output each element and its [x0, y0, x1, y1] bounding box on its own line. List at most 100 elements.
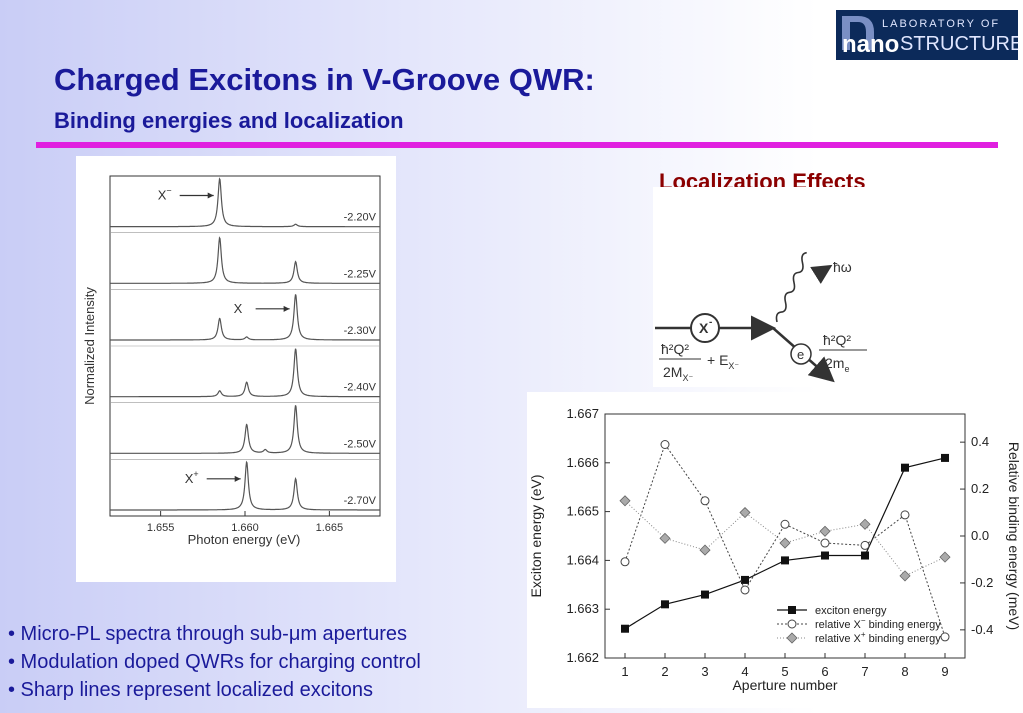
- legend-label: exciton energy: [815, 605, 887, 617]
- series-line: [624, 443, 946, 638]
- peak-label: X+: [185, 469, 199, 486]
- marker-diamond: [659, 532, 671, 544]
- marker-circle: [700, 496, 710, 506]
- lab-logo: LABORATORY OF nano STRUCTURES: [836, 10, 1018, 60]
- marker-circle: [787, 619, 797, 629]
- left-numerator: ħ²Q²: [661, 341, 689, 357]
- marker-diamond: [939, 551, 951, 563]
- chart-y2tick-label: 0.0: [971, 528, 989, 543]
- marker-square: [788, 606, 796, 614]
- chart-y2label: Relative binding energy (meV): [1006, 442, 1022, 630]
- chart-ytick-label: 1.663: [566, 601, 599, 616]
- marker-circle: [740, 585, 750, 595]
- chart-ytick-label: 1.664: [566, 552, 599, 567]
- voltage-label: -2.25V: [344, 268, 377, 280]
- chart-xlabel: Aperture number: [732, 677, 837, 693]
- marker-circle: [780, 519, 790, 529]
- logo-nano: nano: [842, 31, 899, 58]
- spectrum-trace: [110, 236, 380, 284]
- voltage-label: -2.50V: [344, 438, 377, 450]
- left-denominator: 2MX⁻: [663, 364, 693, 383]
- marker-circle: [860, 540, 870, 550]
- right-numerator: ħ²Q²: [823, 332, 851, 348]
- chart-ylabel: Exciton energy (eV): [528, 475, 544, 598]
- bullet-item: • Sharp lines represent localized excito…: [8, 679, 373, 701]
- legend-label: relative X− binding energy: [815, 616, 941, 631]
- peak-arrowhead: [207, 192, 214, 199]
- peak-arrowhead: [283, 305, 290, 312]
- peak-label: X: [234, 301, 243, 316]
- marker-circle: [620, 557, 630, 567]
- slide-title: Charged Excitons in V-Groove QWR:: [54, 62, 595, 97]
- marker-diamond: [899, 570, 911, 582]
- marker-circle: [820, 538, 830, 548]
- voltage-label: -2.30V: [344, 325, 377, 337]
- bullet-list: • Micro-PL spectra through sub-μm apertu…: [8, 620, 421, 704]
- marker-diamond: [699, 544, 711, 556]
- pl-spectra-figure: -2.20V -2.25V -2.30V -2.40V -2.50V -2.70V X− X X…: [76, 156, 396, 582]
- chart-xtick-label: 6: [821, 664, 828, 679]
- marker-square: [861, 551, 869, 560]
- spectra-xtick-label: 1.655: [147, 522, 175, 534]
- voltage-label: -2.70V: [344, 495, 377, 507]
- chart-y2tick-label: 0.4: [971, 434, 989, 449]
- peak-arrowhead: [234, 475, 241, 482]
- marker-diamond: [819, 525, 831, 537]
- marker-diamond: [786, 632, 798, 644]
- marker-circle: [940, 632, 950, 642]
- exciton-label: X: [699, 320, 709, 336]
- localization-diagram: X - ħω e ħ²Q² 2MX⁻ + EX⁻ ħ²Q² 2me: [653, 187, 869, 387]
- spectrum-trace: [110, 177, 380, 228]
- marker-diamond: [859, 518, 871, 530]
- exciton-circle: [690, 313, 720, 343]
- chart-xtick-label: 9: [941, 664, 948, 679]
- photon-arrow: [810, 264, 833, 284]
- bullet-item: • Micro-PL spectra through sub-μm apertu…: [8, 623, 408, 645]
- chart-xtick-label: 7: [861, 664, 868, 679]
- photon-label: ħω: [833, 259, 852, 275]
- bullet-item: • Modulation doped QWRs for charging con…: [8, 651, 421, 673]
- electron-circle: [790, 343, 812, 365]
- marker-square: [941, 453, 949, 462]
- marker-diamond: [739, 506, 751, 519]
- electron-label: e: [797, 347, 804, 362]
- marker-circle: [660, 440, 670, 449]
- right-denominator: 2me: [825, 355, 849, 374]
- chart-y2tick-label: 0.2: [971, 481, 989, 496]
- spectrum-trace: [110, 348, 380, 398]
- voltage-label: -2.20V: [344, 212, 377, 224]
- logo-line1: LABORATORY OF: [882, 18, 1000, 30]
- peak-label: X−: [158, 186, 172, 203]
- slide-subtitle: Binding energies and localization: [54, 108, 404, 133]
- chart-ytick-label: 1.666: [566, 455, 599, 470]
- chart-y2tick-label: -0.2: [971, 575, 993, 590]
- marker-square: [741, 575, 749, 584]
- chart-xtick-label: 5: [781, 664, 788, 679]
- spectra-ylabel: Normalized Intensity: [82, 287, 97, 405]
- marker-square: [621, 624, 629, 633]
- marker-square: [901, 463, 909, 472]
- spectrum-trace: [110, 460, 380, 511]
- voltage-label: -2.40V: [344, 382, 377, 394]
- legend-label: relative X+ binding energy: [815, 630, 941, 645]
- marker-circle: [900, 510, 910, 520]
- marker-square: [661, 600, 669, 609]
- chart-xtick-label: 3: [701, 664, 708, 679]
- spectrum-trace: [110, 405, 380, 454]
- title-divider: [36, 142, 998, 148]
- chart-xtick-label: 2: [661, 664, 668, 679]
- chart-ytick-label: 1.662: [566, 650, 599, 665]
- chart-xtick-label: 4: [741, 664, 748, 679]
- marker-square: [701, 590, 709, 599]
- spectra-xlabel: Photon energy (eV): [188, 532, 301, 547]
- exciton-charge: -: [709, 317, 712, 328]
- chart-ytick-label: 1.667: [566, 406, 599, 421]
- chart-xtick-label: 8: [901, 664, 908, 679]
- logo-structures: STRUCTURES: [900, 33, 1018, 55]
- left-plus-energy: + EX⁻: [707, 352, 739, 371]
- photon-wave: [775, 251, 807, 323]
- marker-square: [821, 551, 829, 560]
- chart-ytick-label: 1.665: [566, 504, 599, 519]
- spectra-xtick-label: 1.665: [316, 522, 344, 534]
- binding-energy-chart: 1 2 3 4 5 6 7 8 9 1.662 1.663 1.664 1.665 1.666 1.667 0…: [527, 392, 1023, 708]
